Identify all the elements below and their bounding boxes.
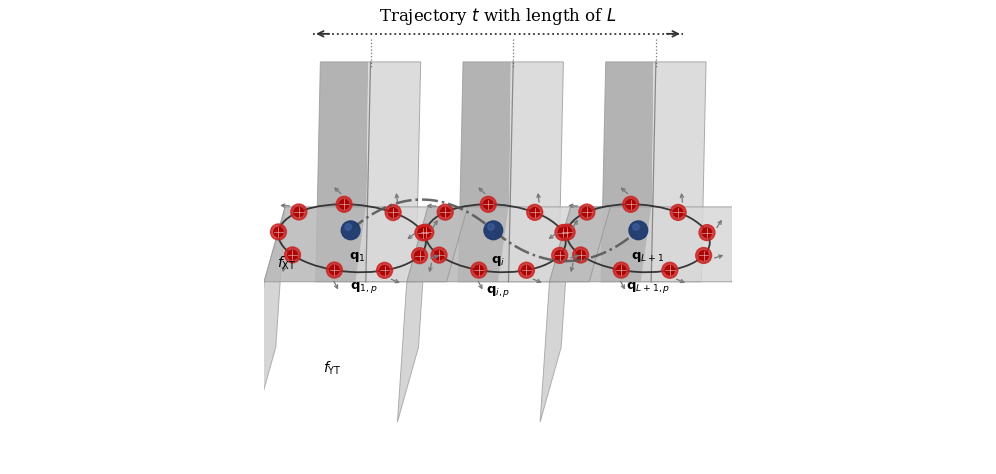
Circle shape [559, 228, 568, 237]
Circle shape [579, 204, 595, 220]
Circle shape [699, 251, 708, 260]
Circle shape [415, 225, 431, 241]
Circle shape [661, 262, 677, 278]
Circle shape [530, 208, 540, 217]
Circle shape [626, 200, 635, 209]
Circle shape [471, 262, 487, 278]
Polygon shape [550, 207, 651, 282]
Circle shape [622, 196, 638, 212]
Circle shape [519, 262, 535, 278]
Circle shape [522, 265, 531, 275]
Circle shape [480, 196, 496, 212]
Text: $\mathbf{q}_{i,p}$: $\mathbf{q}_{i,p}$ [486, 284, 510, 299]
Circle shape [614, 262, 629, 278]
Circle shape [291, 204, 307, 220]
Circle shape [583, 208, 592, 217]
Polygon shape [366, 62, 420, 282]
Polygon shape [498, 207, 611, 282]
Circle shape [418, 228, 427, 237]
Polygon shape [651, 62, 706, 282]
Polygon shape [255, 207, 285, 422]
Polygon shape [458, 62, 511, 282]
Circle shape [484, 200, 493, 209]
Circle shape [342, 221, 360, 240]
Circle shape [434, 250, 444, 260]
Text: $f_{\mathrm{XT}}$: $f_{\mathrm{XT}}$ [277, 255, 297, 272]
Circle shape [379, 265, 389, 275]
Text: $\mathbf{q}_1$: $\mathbf{q}_1$ [350, 250, 366, 264]
Circle shape [431, 247, 447, 263]
Polygon shape [356, 207, 467, 282]
Circle shape [288, 250, 297, 260]
Circle shape [670, 204, 686, 220]
Circle shape [440, 208, 450, 217]
Text: $\mathbf{q}_{1,p}$: $\mathbf{q}_{1,p}$ [350, 280, 377, 295]
Polygon shape [264, 207, 366, 282]
Circle shape [271, 224, 287, 240]
Circle shape [484, 221, 503, 240]
Circle shape [418, 224, 433, 240]
Circle shape [294, 207, 304, 217]
Circle shape [330, 265, 339, 275]
Circle shape [474, 265, 483, 275]
Polygon shape [406, 207, 509, 282]
Circle shape [555, 251, 565, 260]
Circle shape [376, 263, 392, 278]
Circle shape [665, 265, 674, 275]
Polygon shape [640, 207, 753, 282]
Polygon shape [316, 62, 369, 282]
Text: $\mathbf{q}_{L+1}$: $\mathbf{q}_{L+1}$ [631, 250, 664, 264]
Text: $\mathbf{q}_i$: $\mathbf{q}_i$ [491, 254, 505, 268]
Text: $f_{\mathrm{YT}}$: $f_{\mathrm{YT}}$ [323, 360, 342, 377]
Circle shape [285, 247, 301, 263]
Circle shape [617, 265, 625, 275]
Circle shape [340, 200, 349, 209]
Circle shape [327, 262, 343, 278]
Text: $\mathbf{q}_{L+1,p}$: $\mathbf{q}_{L+1,p}$ [625, 280, 670, 295]
Circle shape [576, 250, 586, 260]
Circle shape [699, 225, 715, 241]
Circle shape [337, 196, 352, 212]
Polygon shape [540, 207, 571, 422]
Circle shape [555, 225, 571, 240]
Circle shape [437, 204, 453, 220]
Circle shape [385, 205, 401, 220]
Circle shape [411, 248, 427, 264]
Text: Trajectory $t$ with length of $L$: Trajectory $t$ with length of $L$ [379, 6, 617, 27]
Polygon shape [397, 207, 428, 422]
Circle shape [527, 204, 543, 220]
Polygon shape [509, 62, 564, 282]
Circle shape [559, 224, 575, 240]
Circle shape [673, 208, 683, 217]
Circle shape [488, 224, 494, 230]
Circle shape [345, 224, 352, 230]
Circle shape [563, 228, 572, 237]
Circle shape [388, 208, 397, 217]
Circle shape [696, 247, 711, 264]
Circle shape [415, 251, 424, 260]
Circle shape [421, 228, 430, 237]
Circle shape [274, 227, 283, 237]
Circle shape [702, 228, 712, 237]
Circle shape [632, 224, 639, 230]
Circle shape [573, 247, 589, 263]
Circle shape [629, 221, 647, 240]
Polygon shape [601, 62, 653, 282]
Circle shape [552, 247, 568, 264]
